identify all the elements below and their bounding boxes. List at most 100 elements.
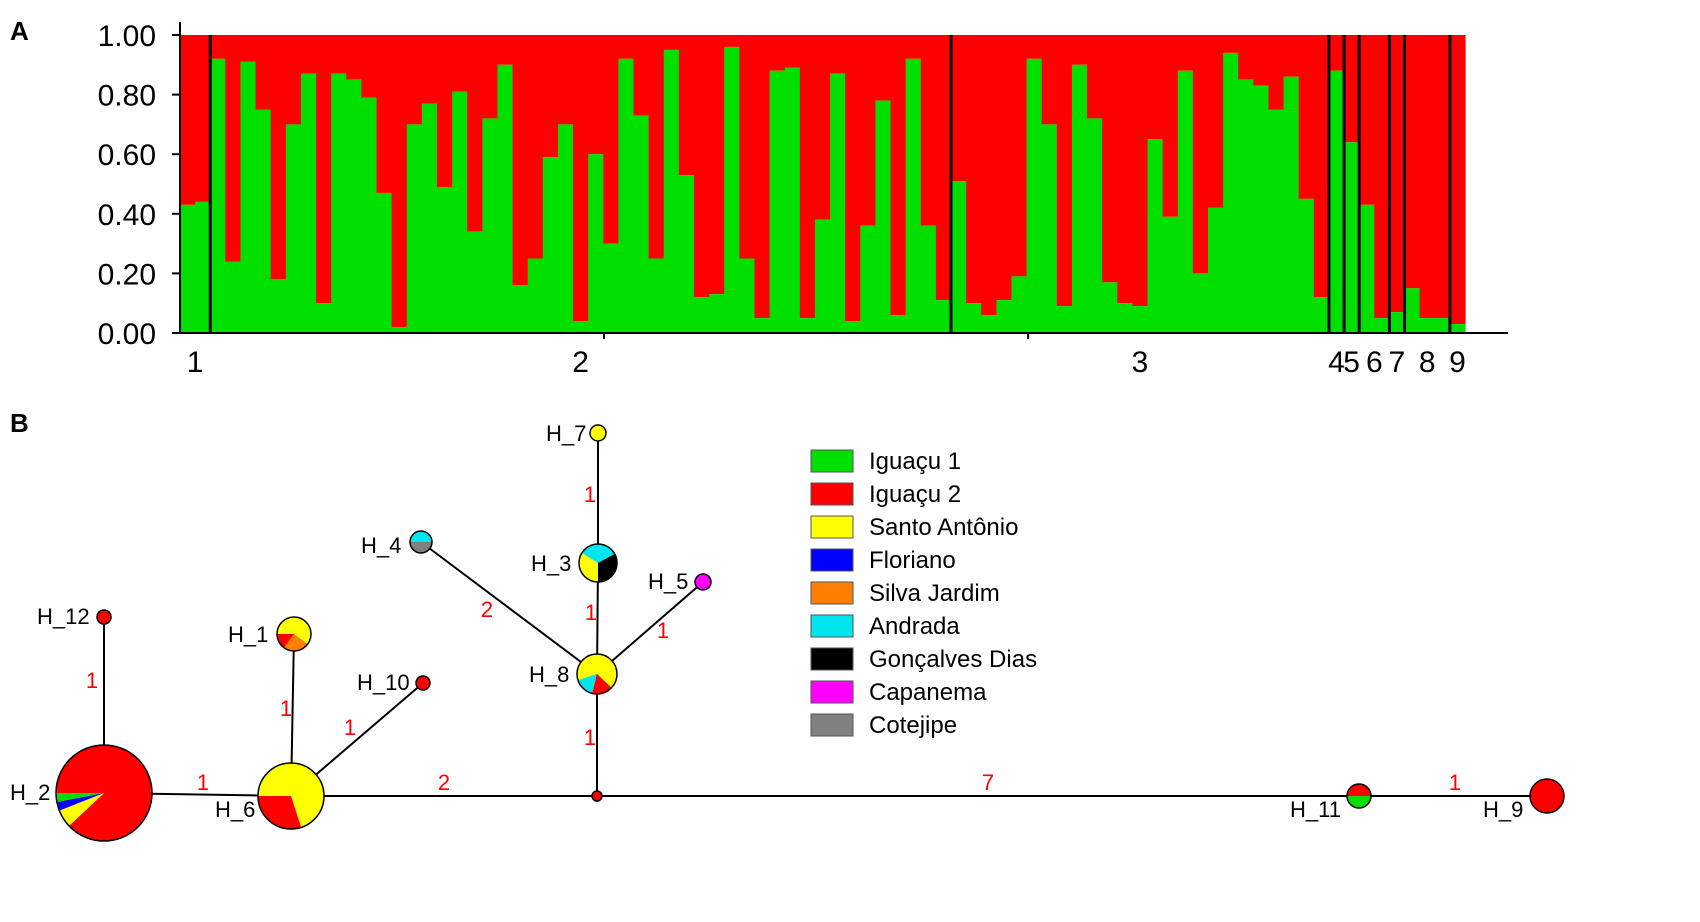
bar-cluster2 <box>1419 318 1436 333</box>
bar-cluster2 <box>1132 306 1149 333</box>
bar-cluster2 <box>195 201 211 333</box>
population-label: 9 <box>1449 346 1466 379</box>
bar-cluster1 <box>588 35 604 155</box>
pie-slice <box>410 531 432 542</box>
population-label: 3 <box>1132 346 1149 379</box>
bar-cluster1 <box>784 35 801 68</box>
legend-label: Santo Antônio <box>869 514 1018 541</box>
bar-cluster2 <box>1359 204 1375 333</box>
haplotype-node-median <box>591 790 603 802</box>
pie-slice <box>581 544 615 563</box>
y-tick-label: 0.20 <box>98 258 156 291</box>
haplotype-label: H_5 <box>648 569 688 594</box>
bar-cluster1 <box>648 35 665 259</box>
bar-cluster2 <box>860 225 877 333</box>
haplotype-label: H_10 <box>357 670 410 695</box>
bar-cluster2 <box>920 225 937 333</box>
bar-cluster2 <box>875 100 892 333</box>
bar-cluster2 <box>527 258 544 333</box>
pie-slice <box>577 674 597 694</box>
bar-cluster2 <box>1449 324 1466 333</box>
bar-cluster1 <box>1208 35 1224 208</box>
haplotype-label: H_8 <box>529 662 569 687</box>
bar-cluster1 <box>270 35 287 280</box>
legend-swatch <box>810 482 854 506</box>
bar-cluster2 <box>845 321 861 333</box>
bar-cluster1 <box>1011 35 1028 277</box>
bar-cluster2 <box>497 64 514 334</box>
haplotype-node-h-10 <box>415 675 431 691</box>
edge-step-label: 1 <box>86 668 98 693</box>
bar-cluster1 <box>1071 35 1088 65</box>
bar-cluster1 <box>935 35 952 301</box>
legend: Iguaçu 1 Iguaçu 2 Santo Antônio Floriano Sil… <box>810 448 1037 739</box>
bar-cluster2 <box>1162 216 1179 333</box>
bar-cluster1 <box>1419 35 1436 319</box>
edge-step-label: 1 <box>1449 770 1461 795</box>
bar-cluster1 <box>421 35 438 104</box>
network-edge <box>420 541 598 675</box>
bar-cluster2 <box>1192 273 1209 333</box>
bar-cluster2 <box>1117 303 1134 333</box>
bar-cluster1 <box>316 35 332 304</box>
haplotype-label: H_12 <box>37 604 90 629</box>
bar-cluster1 <box>1374 35 1391 319</box>
haplotype-label: H_9 <box>1483 797 1523 822</box>
pie-outline <box>1346 783 1372 809</box>
bar-cluster1 <box>951 35 967 182</box>
legend-label: Iguaçu 2 <box>869 481 961 508</box>
legend-label: Silva Jardim <box>869 580 1000 607</box>
bar-cluster1 <box>1298 35 1315 199</box>
panel-a-letter: A <box>10 16 29 46</box>
bar-cluster2 <box>754 318 771 333</box>
bar-cluster2 <box>482 118 499 333</box>
bar-cluster2 <box>406 124 423 334</box>
y-tick-label: 0.00 <box>98 318 156 351</box>
bar-cluster2 <box>452 91 468 334</box>
haplotype-node-h-1 <box>276 616 312 652</box>
bar-cluster2 <box>225 261 242 333</box>
bar-cluster1 <box>618 35 635 59</box>
legend-swatch <box>810 548 854 572</box>
bar-cluster2 <box>1102 282 1118 333</box>
pie-slice <box>56 793 104 802</box>
legend-label: Cotejipe <box>869 712 957 739</box>
bar-cluster1 <box>633 35 650 116</box>
pie-slice <box>277 617 311 644</box>
structure-bars <box>180 35 1466 334</box>
legend-swatch <box>810 515 854 539</box>
population-label: 4 <box>1328 346 1345 379</box>
bar-cluster1 <box>1328 35 1345 71</box>
pie-slice <box>415 675 431 691</box>
bar-cluster2 <box>542 157 559 333</box>
edge-step-label: 1 <box>584 482 596 507</box>
bar-cluster1 <box>240 35 257 62</box>
haplotype-label: H_3 <box>531 551 571 576</box>
bar-cluster2 <box>1208 207 1224 333</box>
bar-cluster1 <box>860 35 877 226</box>
bar-cluster2 <box>981 315 997 333</box>
pie-slice <box>59 793 104 826</box>
legend-label: Floriano <box>869 547 956 574</box>
bar-cluster2 <box>573 321 589 333</box>
bar-cluster1 <box>799 35 816 319</box>
bar-cluster2 <box>1298 198 1315 333</box>
network-edge-labels: 1 1 1 1 2 1 1 1 2 1 7 1 <box>86 482 1461 795</box>
bar-cluster2 <box>1253 85 1270 333</box>
bar-cluster1 <box>769 35 786 71</box>
bar-cluster1 <box>437 35 453 187</box>
haplotype-node-h-6 <box>257 762 325 830</box>
bar-cluster2 <box>1313 297 1330 333</box>
edge-step-label: 7 <box>982 770 994 795</box>
bar-cluster2 <box>739 258 756 333</box>
bar-cluster1 <box>1041 35 1058 125</box>
bar-cluster1 <box>255 35 272 110</box>
bar-cluster2 <box>300 73 317 334</box>
bar-cluster2 <box>951 181 967 333</box>
bar-cluster1 <box>1404 35 1421 289</box>
bar-cluster2 <box>210 58 226 334</box>
bar-cluster1 <box>739 35 756 259</box>
edge-step-label: 1 <box>657 618 669 643</box>
bar-cluster2 <box>1344 142 1360 333</box>
